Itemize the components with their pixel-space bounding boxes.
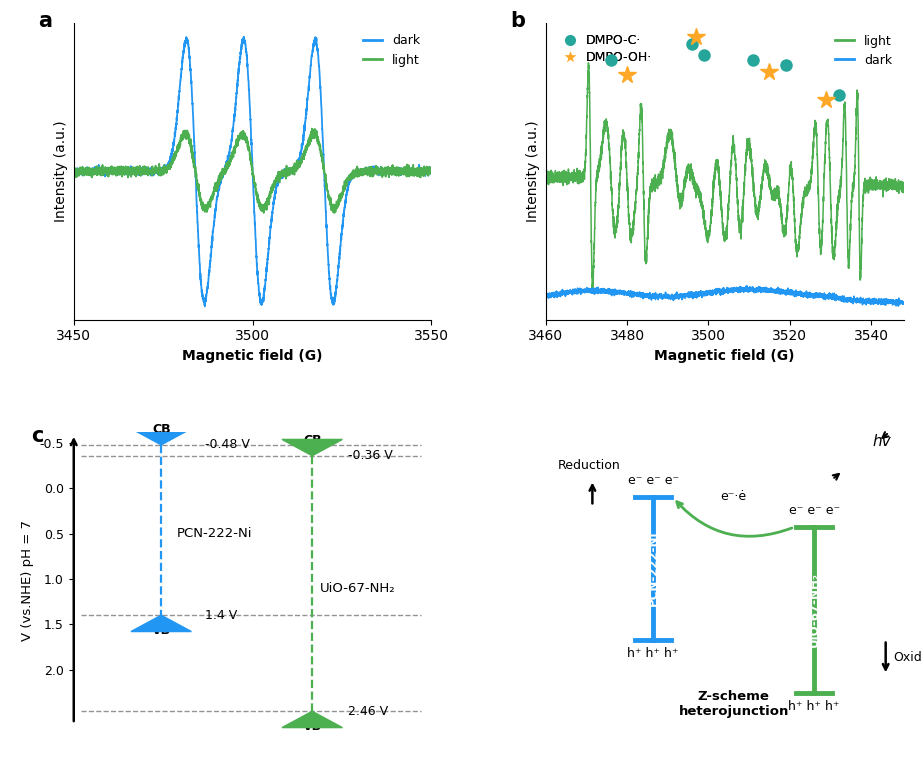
- dark: [381, 164, 392, 174]
- Text: e⁻ e⁻ e⁻: e⁻ e⁻ e⁻: [628, 474, 679, 487]
- light: [221, 158, 232, 167]
- dark: [693, 288, 704, 298]
- dark: [540, 292, 551, 301]
- light: [306, 124, 317, 133]
- dark: [199, 301, 210, 311]
- light: [258, 208, 269, 218]
- dark: [238, 32, 249, 41]
- Text: UiO-67-NH₂: UiO-67-NH₂: [320, 581, 396, 594]
- light: [898, 180, 909, 189]
- dark: [800, 290, 811, 299]
- light: [109, 169, 120, 178]
- dark: [426, 167, 437, 176]
- Text: VB: VB: [151, 624, 171, 637]
- Y-axis label: Intensity (a.u.): Intensity (a.u.): [526, 121, 540, 222]
- Legend: dark, light: dark, light: [359, 29, 425, 72]
- dark: [206, 252, 217, 261]
- Text: Reduction: Reduction: [558, 459, 621, 472]
- light: [711, 158, 722, 167]
- Text: Oxidation: Oxidation: [892, 651, 922, 664]
- dark: [221, 160, 232, 169]
- Legend: DMPO-C·, DMPO-OH·: DMPO-C·, DMPO-OH·: [552, 29, 657, 69]
- Text: Z-scheme
heterojunction: Z-scheme heterojunction: [679, 690, 789, 718]
- Text: e⁻·ė: e⁻·ė: [721, 491, 747, 503]
- dark: [68, 166, 79, 175]
- Polygon shape: [131, 429, 192, 445]
- Text: -0.48 V: -0.48 V: [205, 439, 250, 451]
- Text: -0.36 V: -0.36 V: [348, 449, 393, 462]
- Text: VB: VB: [302, 720, 322, 733]
- dark: [420, 166, 431, 175]
- Text: PCN-222-Ni: PCN-222-Ni: [646, 531, 659, 606]
- Y-axis label: V (vs.NHE) pH = 7: V (vs.NHE) pH = 7: [21, 520, 34, 641]
- Text: h⁺ h⁺ h⁺: h⁺ h⁺ h⁺: [788, 701, 840, 713]
- Text: 1.4 V: 1.4 V: [205, 608, 237, 622]
- Line: light: light: [546, 63, 904, 291]
- dark: [130, 169, 141, 178]
- Text: c: c: [30, 426, 43, 446]
- dark: [887, 298, 898, 307]
- dark: [869, 295, 881, 305]
- light: [586, 287, 597, 296]
- dark: [109, 166, 120, 175]
- Text: CB: CB: [303, 434, 322, 447]
- Polygon shape: [282, 439, 342, 456]
- Text: e⁻ e⁻ e⁻: e⁻ e⁻ e⁻: [788, 504, 840, 517]
- Text: a: a: [38, 12, 52, 32]
- light: [420, 167, 431, 176]
- X-axis label: Magnetic field (G): Magnetic field (G): [183, 349, 323, 363]
- Line: dark: dark: [74, 36, 431, 306]
- light: [381, 167, 392, 176]
- Text: h⁺ h⁺ h⁺: h⁺ h⁺ h⁺: [628, 647, 679, 660]
- dark: [691, 291, 702, 301]
- dark: [892, 301, 904, 311]
- X-axis label: Magnetic field (G): Magnetic field (G): [655, 349, 795, 363]
- light: [887, 184, 898, 194]
- Line: light: light: [74, 129, 431, 213]
- light: [800, 191, 811, 201]
- dark: [898, 298, 909, 307]
- light: [691, 184, 702, 193]
- Y-axis label: Intensity (a.u.): Intensity (a.u.): [54, 121, 68, 222]
- Text: hv: hv: [873, 433, 892, 449]
- light: [693, 185, 704, 195]
- light: [206, 195, 217, 205]
- light: [68, 170, 79, 180]
- Text: PCN-222-Ni: PCN-222-Ni: [177, 527, 253, 540]
- light: [869, 180, 881, 189]
- light: [583, 58, 594, 67]
- dark: [710, 287, 721, 296]
- Text: UiO-67-NH₂: UiO-67-NH₂: [808, 573, 821, 647]
- Text: b: b: [510, 12, 526, 32]
- Polygon shape: [282, 711, 342, 728]
- light: [540, 177, 551, 187]
- light: [426, 169, 437, 178]
- Polygon shape: [131, 615, 192, 632]
- light: [130, 165, 141, 174]
- Text: CB: CB: [152, 423, 171, 436]
- dark: [741, 281, 752, 291]
- Text: 2.46 V: 2.46 V: [348, 704, 388, 718]
- Line: dark: dark: [546, 286, 904, 306]
